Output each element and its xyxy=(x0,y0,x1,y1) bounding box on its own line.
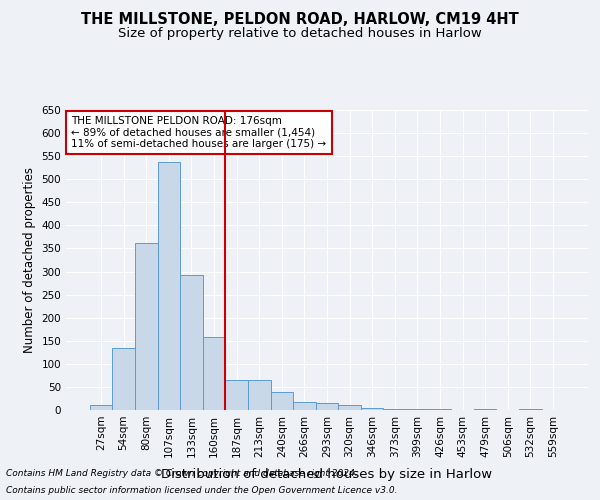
Bar xyxy=(158,162,180,410)
Y-axis label: Number of detached properties: Number of detached properties xyxy=(23,167,36,353)
Text: Contains HM Land Registry data © Crown copyright and database right 2024.: Contains HM Land Registry data © Crown c… xyxy=(6,468,358,477)
Bar xyxy=(271,392,293,410)
Bar xyxy=(338,406,361,410)
Bar xyxy=(90,406,112,410)
Bar xyxy=(293,402,316,410)
Bar xyxy=(135,243,158,410)
Text: Size of property relative to detached houses in Harlow: Size of property relative to detached ho… xyxy=(118,28,482,40)
Bar xyxy=(316,403,338,410)
Bar xyxy=(519,409,542,410)
Text: THE MILLSTONE PELDON ROAD: 176sqm
← 89% of detached houses are smaller (1,454)
1: THE MILLSTONE PELDON ROAD: 176sqm ← 89% … xyxy=(71,116,326,149)
X-axis label: Distribution of detached houses by size in Harlow: Distribution of detached houses by size … xyxy=(161,468,493,481)
Bar xyxy=(474,409,496,410)
Bar xyxy=(428,409,451,410)
Bar xyxy=(248,380,271,410)
Bar xyxy=(226,380,248,410)
Bar xyxy=(361,408,383,410)
Text: Contains public sector information licensed under the Open Government Licence v3: Contains public sector information licen… xyxy=(6,486,398,495)
Bar xyxy=(112,348,135,410)
Text: THE MILLSTONE, PELDON ROAD, HARLOW, CM19 4HT: THE MILLSTONE, PELDON ROAD, HARLOW, CM19… xyxy=(81,12,519,28)
Bar xyxy=(406,409,428,410)
Bar xyxy=(383,409,406,410)
Bar xyxy=(203,337,226,410)
Bar xyxy=(180,275,203,410)
